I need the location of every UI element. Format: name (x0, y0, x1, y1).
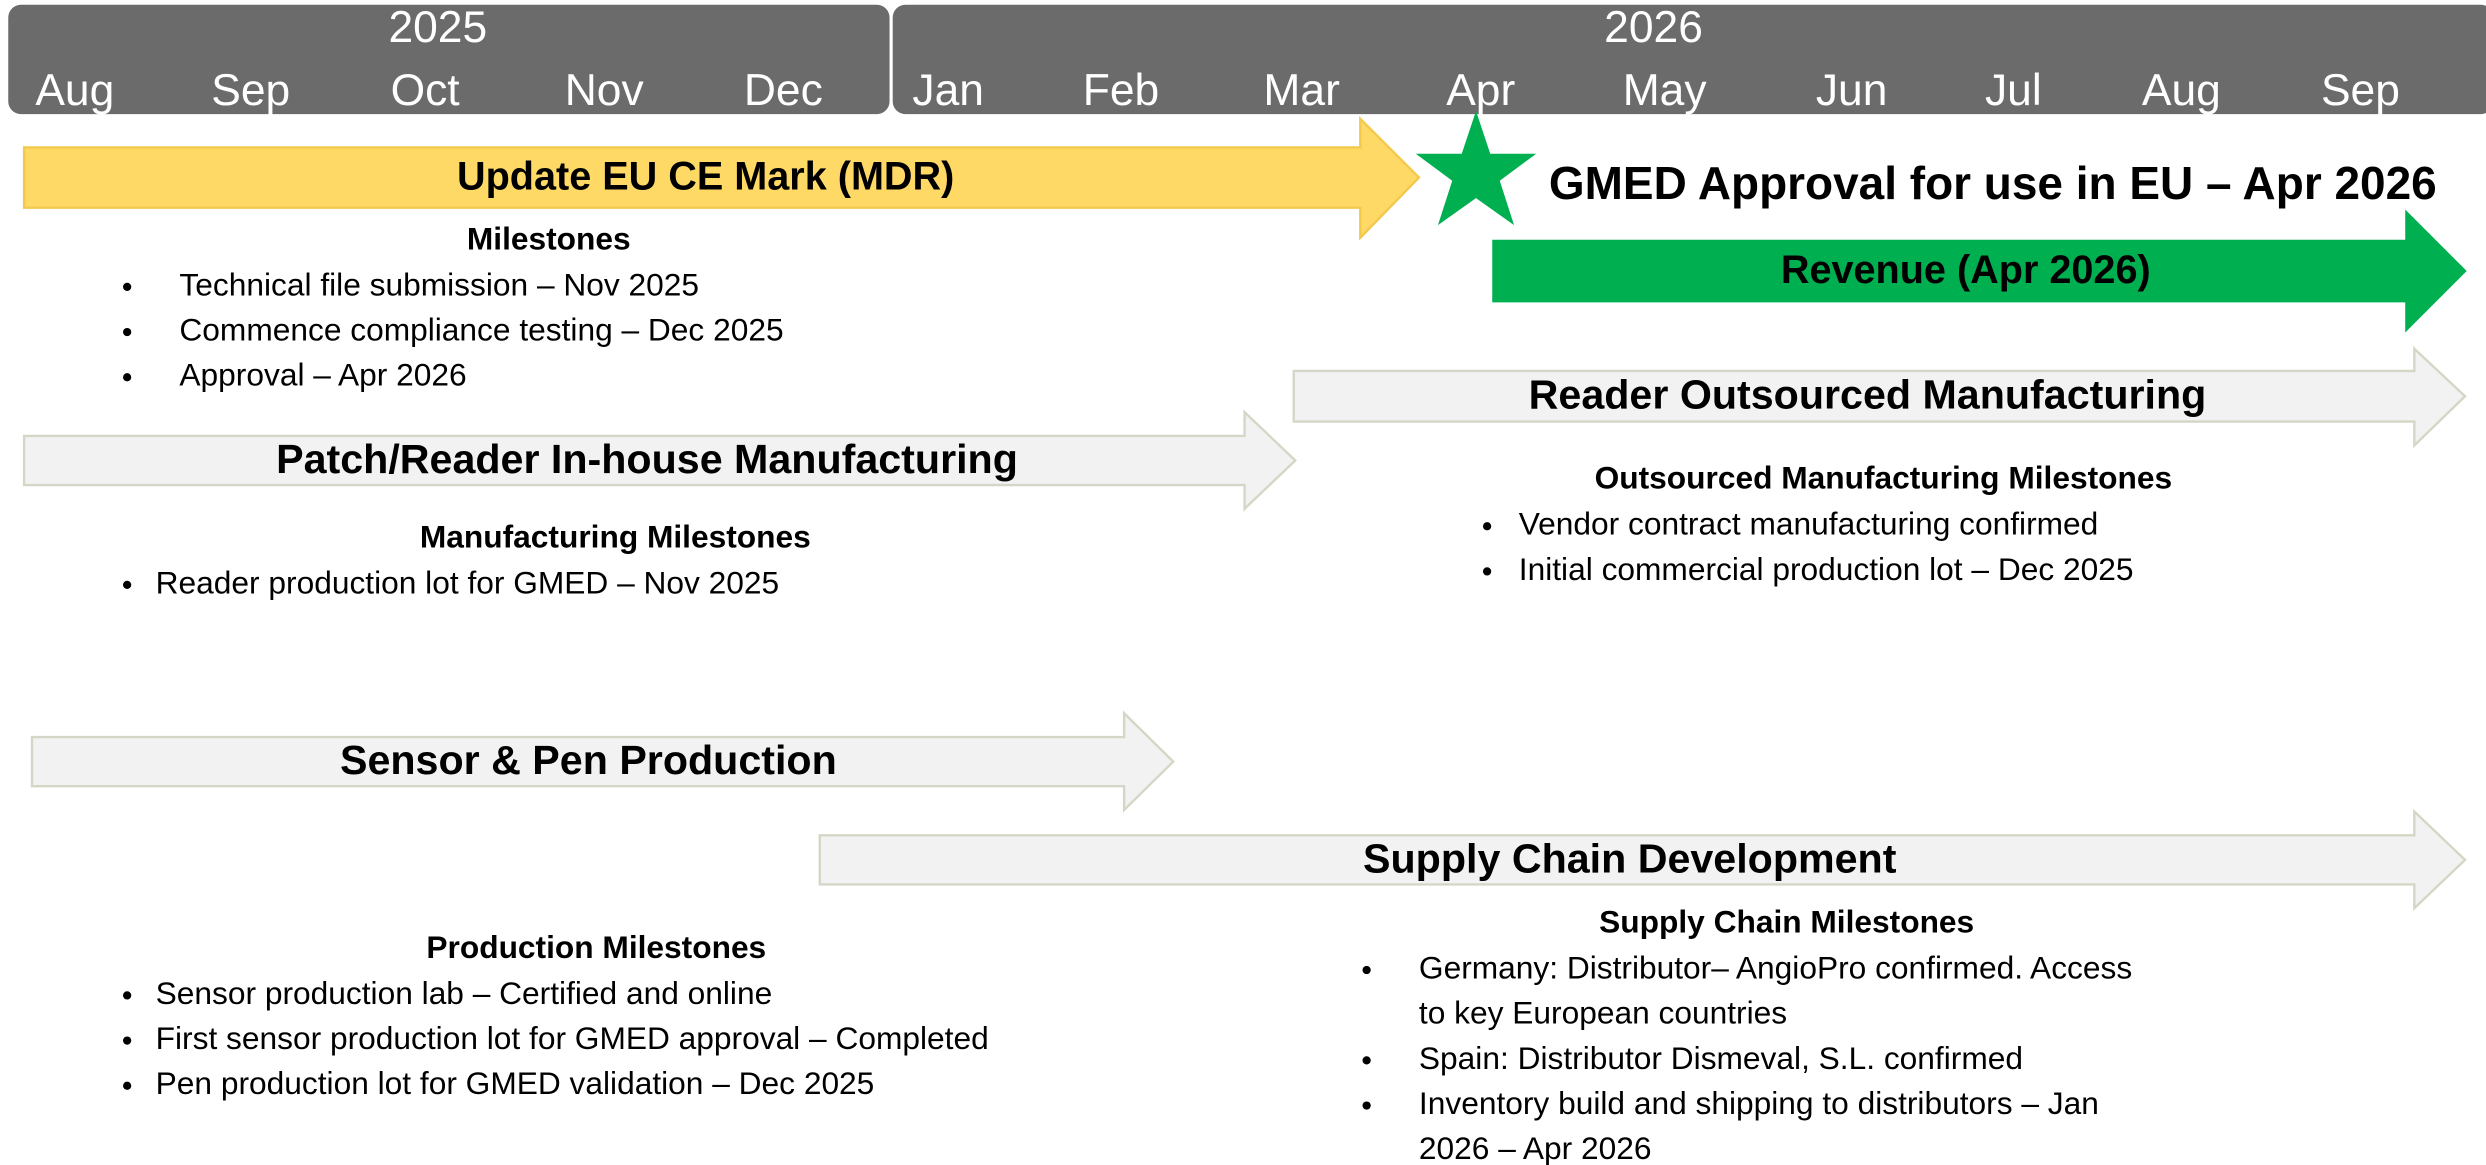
section-item: Germany: Distributor– AngioPro confirmed… (1419, 949, 2132, 985)
section-title: Manufacturing Milestones (420, 518, 811, 554)
month-label: Aug (35, 66, 114, 115)
month-label: Apr (1446, 66, 1515, 115)
bullet (123, 1081, 132, 1090)
section-title: Production Milestones (426, 929, 766, 965)
month-label: Jul (1985, 66, 2042, 115)
task-label: Update EU CE Mark (MDR) (457, 155, 954, 199)
task-label: Patch/Reader In-house Manufacturing (276, 436, 1018, 482)
month-label: Jan (912, 66, 984, 115)
section-item: Spain: Distributor Dismeval, S.L. confir… (1419, 1040, 2023, 1076)
task-label: Supply Chain Development (1363, 835, 1897, 881)
task-label: Reader Outsourced Manufacturing (1529, 372, 2207, 418)
section-item: Sensor production lab – Certified and on… (156, 975, 773, 1011)
bullet (1362, 965, 1371, 975)
section-item: Technical file submission – Nov 2025 (179, 266, 699, 302)
month-label: Oct (391, 66, 460, 115)
section-title: Outsourced Manufacturing Milestones (1595, 460, 2172, 496)
section-title: Milestones (467, 220, 631, 256)
task-arrow (1292, 345, 2467, 449)
year-label: 2025 (388, 3, 487, 52)
section-item: Vendor contract manufacturing confirmed (1519, 506, 2098, 542)
bullet (1362, 1101, 1371, 1110)
section-item: Approval – Apr 2026 (179, 357, 466, 393)
bullet (123, 327, 132, 337)
task-label: Sensor & Pen Production (340, 737, 837, 783)
month-label: Sep (211, 66, 290, 115)
month-label: Mar (1263, 66, 1340, 115)
section-item: First sensor production lot for GMED app… (156, 1020, 989, 1056)
task-arrow (22, 409, 1298, 512)
month-label: Nov (565, 66, 645, 115)
bullet (1482, 567, 1492, 576)
month-label: Sep (2321, 66, 2400, 115)
bullet (1482, 522, 1492, 531)
bullet (123, 373, 132, 382)
section-item: Initial commercial production lot – Dec … (1519, 551, 2134, 587)
year-band (892, 4, 2486, 115)
task-label: Revenue (Apr 2026) (1781, 248, 2151, 292)
section-item: Reader production lot for GMED – Nov 202… (156, 564, 780, 600)
month-label: Jun (1816, 66, 1888, 115)
task-arrow (1492, 209, 2467, 333)
task-arrow (30, 710, 1175, 813)
month-label: May (1623, 66, 1708, 115)
month-label: Aug (2142, 66, 2221, 115)
milestone-star (1415, 110, 1537, 226)
section-item: to key European countries (1419, 995, 1787, 1031)
milestone-label: GMED Approval for use in EU – Apr 2026 (1549, 157, 2437, 209)
bullet (123, 991, 132, 1000)
month-label: Dec (744, 66, 823, 115)
year-band (8, 4, 890, 115)
section-item: Pen production lot for GMED validation –… (156, 1065, 875, 1101)
section-item: Commence compliance testing – Dec 2025 (179, 311, 783, 347)
month-label: Feb (1083, 66, 1159, 115)
section-title: Supply Chain Milestones (1599, 903, 1974, 939)
bullet (123, 282, 132, 292)
section-item: 2026 – Apr 2026 (1419, 1130, 1652, 1165)
section-item: Inventory build and shipping to distribu… (1419, 1085, 2099, 1121)
bullet (123, 1036, 132, 1045)
year-label: 2026 (1604, 3, 1703, 52)
bullet (1362, 1056, 1371, 1065)
task-arrow (22, 116, 1421, 241)
task-arrow (818, 808, 2467, 911)
bullet (123, 580, 132, 589)
